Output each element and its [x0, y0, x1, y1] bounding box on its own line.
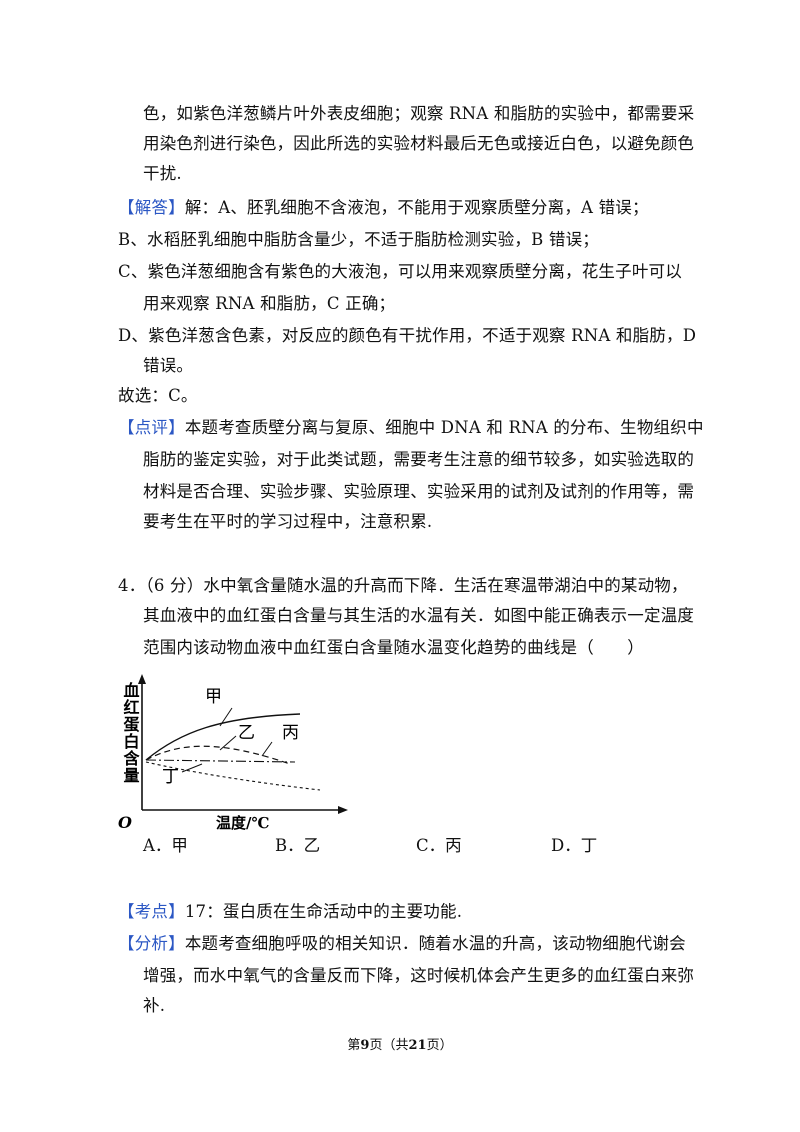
text-line: B、水稻胚乳细胞中脂肪含量少，不适于脂肪检测实验，B 错误；	[118, 230, 599, 249]
choice-c[interactable]: C．丙	[416, 836, 462, 855]
x-axis-label: 温度/℃	[216, 814, 269, 832]
curve-yi	[145, 745, 291, 765]
label-yi: 乙	[238, 723, 255, 743]
analysis-text: 本题考查细胞呼吸的相关知识．随着水温的升高，该动物细胞代谢会	[184, 934, 686, 953]
label-ding: 丁	[162, 767, 179, 787]
page-footer: 第9页（共21页）	[0, 1034, 800, 1053]
text-line: D、紫色洋葱含色素，对反应的颜色有干扰作用，不适于观察 RNA 和脂肪，D	[118, 326, 697, 345]
footer-post: 页）	[426, 1038, 453, 1053]
origin-label: O	[118, 813, 132, 832]
footer-page-number: 9	[360, 1038, 370, 1053]
knowledge-text: 17：蛋白质在生命活动中的主要功能.	[184, 902, 463, 921]
choice-b[interactable]: B．乙	[275, 836, 321, 855]
text-line: 材料是否合理、实验步骤、实验原理、实验采用的试剂及试剂的作用等，需	[143, 482, 695, 501]
footer-total-pages: 21	[408, 1038, 427, 1053]
answer-tag: 【解答】	[118, 198, 185, 217]
question-line: 其血液中的血红蛋白含量与其生活的水温有关．如图中能正确表示一定温度	[143, 606, 695, 625]
footer-mid: 页（共	[369, 1038, 409, 1053]
comment-text: 本题考查质壁分离与复原、细胞中 DNA 和 RNA 的分布、生物组织中	[184, 418, 704, 437]
text-line: 干扰.	[143, 164, 182, 183]
answer-paragraph: 【解答】解：A、胚乳细胞不含液泡，不能用于观察质壁分离，A 错误；	[118, 198, 649, 218]
text-line: 增强，而水中氧气的含量反而下降，这时候机体会产生更多的血红蛋白来弥	[143, 966, 695, 985]
curve-jia	[145, 713, 301, 761]
choice-a[interactable]: A．甲	[143, 836, 188, 855]
question-line: 4．（6 分）水中氧含量随水温的升高而下降．生活在寒温带湖泊中的某动物，	[118, 576, 688, 595]
leader-bing	[261, 741, 273, 757]
text-line: 故选：C。	[118, 386, 198, 405]
text-line: 用染色剂进行染色，因此所选的实验材料最后无色或接近白色，以避免颜色	[143, 134, 695, 153]
analysis-tag: 【分析】	[118, 934, 185, 953]
choice-d[interactable]: D．丁	[551, 836, 598, 855]
text-line: 补.	[143, 996, 166, 1015]
knowledge-tag: 【考点】	[118, 902, 185, 921]
comment-tag: 【点评】	[118, 418, 185, 437]
curve-ding	[145, 761, 321, 791]
text-line: C、紫色洋葱细胞含有紫色的大液泡，可以用来观察质壁分离，花生子叶可以	[118, 262, 682, 281]
comment-paragraph: 【点评】本题考查质壁分离与复原、细胞中 DNA 和 RNA 的分布、生物组织中	[118, 418, 704, 438]
text-line: 错误。	[143, 356, 194, 375]
text-line: 脂肪的鉴定实验，对于此类试题，需要考生注意的细节较多，如实验选取的	[143, 450, 695, 469]
analysis-paragraph: 【分析】本题考查细胞呼吸的相关知识．随着水温的升高，该动物细胞代谢会	[118, 934, 686, 954]
knowledge-paragraph: 【考点】17：蛋白质在生命活动中的主要功能.	[118, 902, 462, 922]
footer-pre: 第	[347, 1038, 361, 1053]
hemoglobin-temperature-figure: 血红蛋白含量 O 甲 乙 丙 丁 温度/℃	[118, 674, 348, 832]
answer-text: 解：A、胚乳细胞不含液泡，不能用于观察质壁分离，A 错误；	[184, 198, 649, 217]
curve-bing	[145, 759, 296, 763]
text-line: 色，如紫色洋葱鳞片叶外表皮细胞；观察 RNA 和脂肪的实验中，都需要采	[143, 104, 695, 123]
label-bing: 丙	[282, 723, 299, 743]
question-line: 范围内该动物血液中血红蛋白含量随水温变化趋势的曲线是（ ）	[143, 638, 644, 657]
text-line: 用来观察 RNA 和脂肪，C 正确；	[143, 294, 396, 313]
y-axis-arrow	[138, 674, 146, 684]
leader-ding	[181, 763, 203, 773]
label-jia: 甲	[205, 687, 222, 707]
text-line: 要考生在平时的学习过程中，注意积累.	[143, 512, 433, 531]
y-axis-label: 血红蛋白含量	[121, 681, 140, 784]
leader-yi	[219, 735, 237, 751]
x-axis-arrow	[338, 806, 348, 814]
leader-jia	[219, 707, 233, 727]
